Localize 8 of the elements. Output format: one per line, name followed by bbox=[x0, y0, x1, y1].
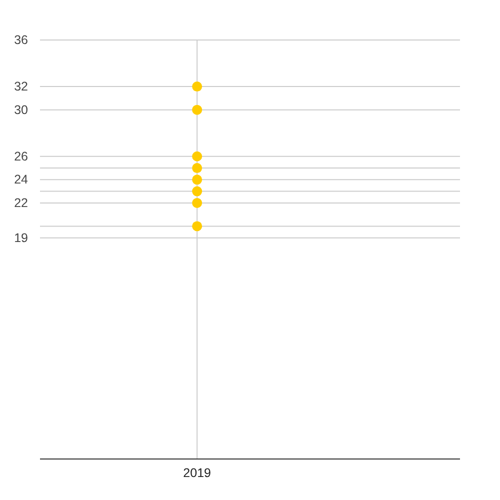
y-tick-label: 30 bbox=[14, 102, 28, 117]
y-tick-label: 36 bbox=[14, 33, 28, 47]
y-tick-label: 32 bbox=[14, 80, 28, 94]
y-tick-label: 22 bbox=[14, 196, 28, 210]
y-tick-label: 24 bbox=[14, 172, 28, 187]
y-tick-label: 19 bbox=[14, 230, 28, 245]
x-tick-label: 2019 bbox=[183, 466, 212, 480]
y-tick-label: 26 bbox=[14, 149, 28, 164]
